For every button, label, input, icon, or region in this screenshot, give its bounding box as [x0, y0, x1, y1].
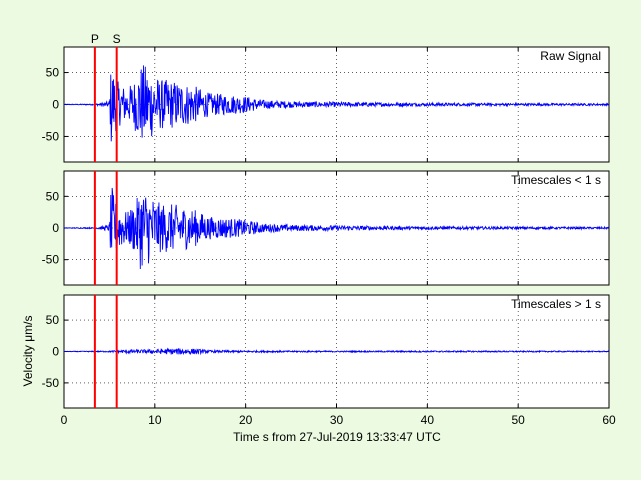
x-tick-labels: 0 10 20 30 40 50 60 — [61, 413, 616, 427]
panel-2: 50 0 -50 Timescales < 1 s — [42, 170, 610, 286]
y-axis-label: Velocity μm/s — [21, 316, 35, 387]
y-tick-label: 0 — [52, 345, 59, 359]
phase-marker-label: P — [91, 32, 99, 46]
y-tick-label: 50 — [46, 189, 60, 203]
x-tick-label: 10 — [148, 413, 162, 427]
x-tick-label: 30 — [330, 413, 344, 427]
x-axis-label: Time s from 27-Jul-2019 13:33:47 UTC — [233, 430, 441, 444]
y-tick-label: 50 — [46, 66, 60, 80]
y-tick-label: 0 — [52, 98, 59, 112]
x-tick-label: 20 — [239, 413, 253, 427]
x-tick-label: 60 — [602, 413, 616, 427]
waveform-line — [63, 347, 610, 356]
panel-1: 50 0 -50 Raw Signal — [42, 46, 610, 163]
y-tick-label: -50 — [42, 253, 60, 267]
panel-label: Timescales < 1 s — [511, 173, 601, 187]
y-tick-label: 0 — [52, 221, 59, 235]
y-tick-label: 50 — [46, 313, 60, 327]
x-tick-label: 50 — [511, 413, 525, 427]
x-tick-label: 0 — [61, 413, 68, 427]
phase-marker-label: S — [113, 32, 121, 46]
panel-3: 50 0 -50 Timescales > 1 s — [42, 294, 610, 409]
panel-label: Timescales > 1 s — [511, 297, 601, 311]
x-tick-label: 40 — [421, 413, 435, 427]
y-tick-label: -50 — [42, 129, 60, 143]
panel-label: Raw Signal — [540, 49, 601, 63]
y-tick-label: -50 — [42, 376, 60, 390]
waveform-line — [63, 65, 610, 142]
waveform-line — [63, 187, 610, 270]
